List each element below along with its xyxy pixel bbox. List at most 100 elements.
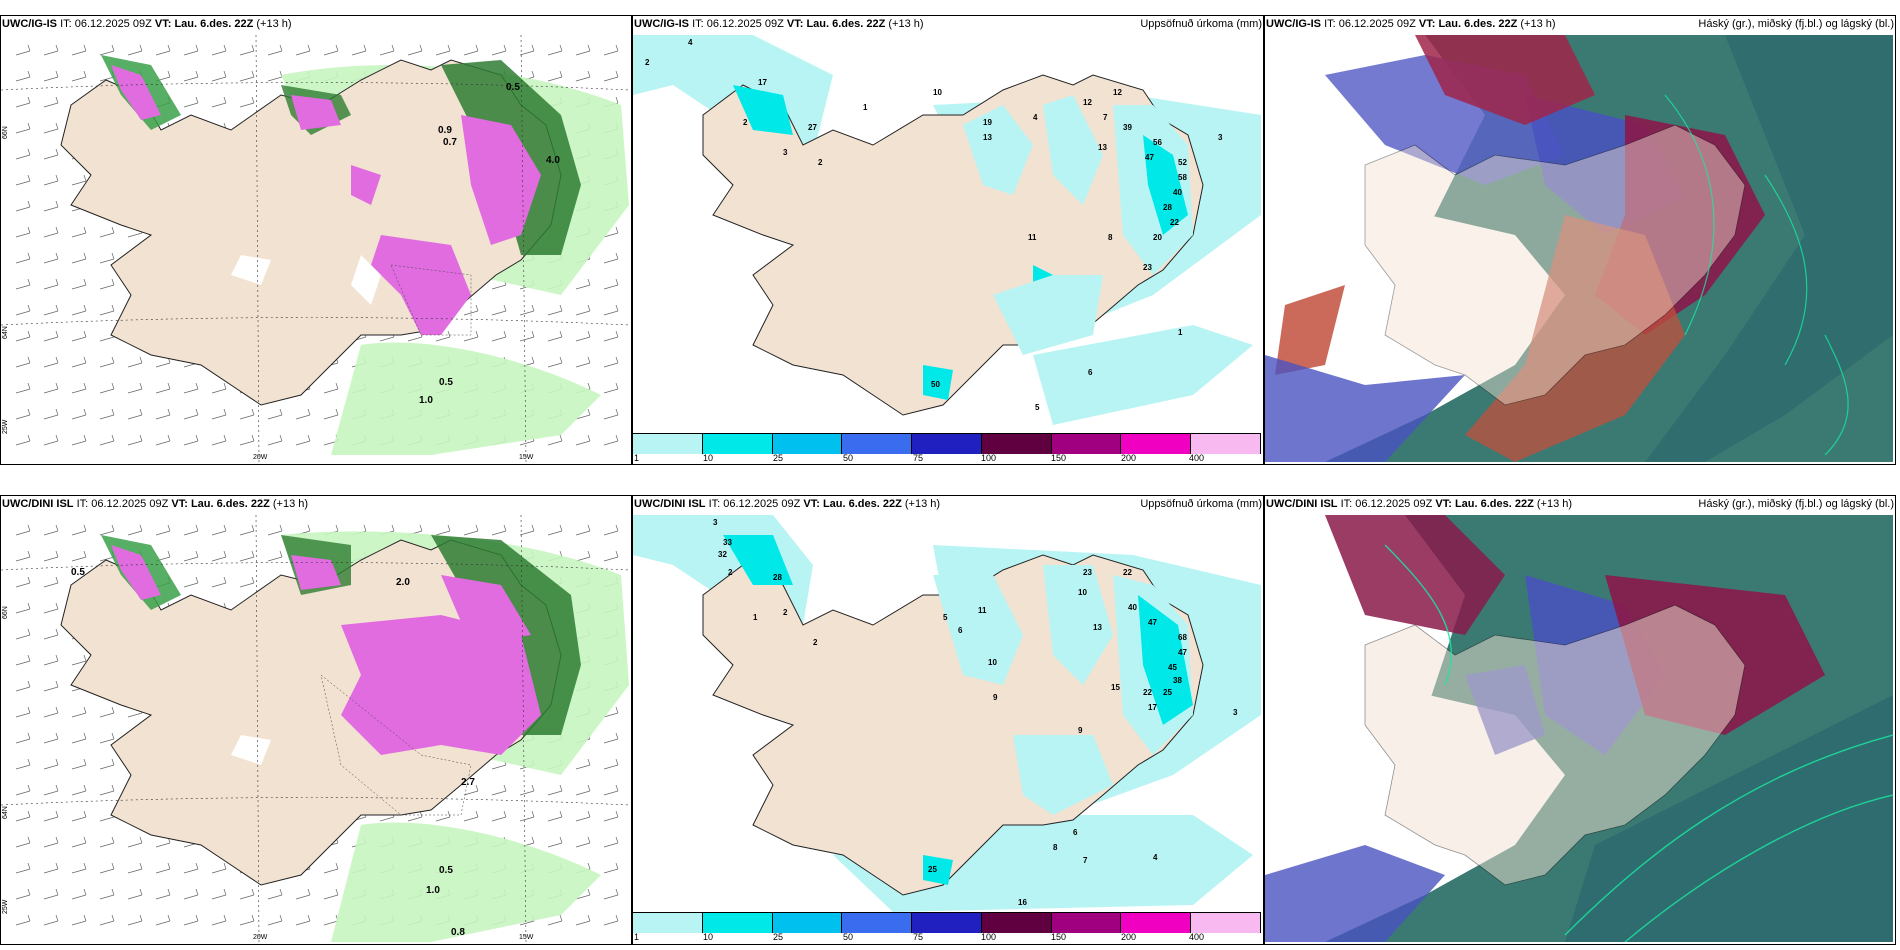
- wind-barb: [547, 356, 563, 368]
- wind-barb: [99, 434, 115, 446]
- accum-label: 4: [688, 38, 693, 47]
- swatch: [1121, 913, 1192, 933]
- wind-barb: [127, 862, 143, 874]
- wind-barb: [603, 862, 619, 874]
- wind-barb: [295, 44, 311, 56]
- wind-barb: [575, 70, 591, 82]
- wind-barb: [71, 408, 87, 420]
- wind-barb: [211, 44, 227, 56]
- wind-barb: [603, 836, 619, 848]
- accum-label: 20: [1153, 233, 1162, 242]
- accum-label: 27: [808, 123, 817, 132]
- swatch: [772, 434, 843, 454]
- accum-label: 11: [978, 606, 987, 615]
- wind-barb: [127, 408, 143, 420]
- accum-label: 1: [863, 103, 868, 112]
- wind-barb: [155, 914, 171, 926]
- colorbar-tick: 1: [634, 932, 640, 942]
- accum-label: 5: [943, 613, 948, 622]
- precip-label: 0.5: [506, 82, 520, 93]
- accum-label: 1: [1178, 328, 1183, 337]
- precip-labels-bottom: 0.5 1.0 0.8 2.0 2.7 0.5: [71, 567, 475, 938]
- wind-barb: [43, 550, 59, 562]
- wind-barb: [323, 862, 339, 874]
- wind-barb: [575, 550, 591, 562]
- header-bottom-right: UWC/DINI ISL IT: 06.12.2025 09Z VT: Lau.…: [1266, 498, 1573, 510]
- colorbar-tick: 10: [703, 932, 714, 942]
- swatch: [842, 913, 913, 933]
- accum-label: 45: [1168, 663, 1177, 672]
- wind-barb: [463, 810, 479, 822]
- wind-barb: [71, 252, 87, 264]
- wind-barb: [183, 434, 199, 446]
- cloud-map-top: [1265, 35, 1893, 462]
- header-top-left: UWC/IG-IS IT: 06.12.2025 09Z VT: Lau. 6.…: [2, 18, 292, 30]
- lon-label: 20W: [253, 934, 268, 941]
- accum-label: 47: [1178, 648, 1187, 657]
- wind-barb: [99, 706, 115, 718]
- colorbar-swatches: [633, 912, 1262, 933]
- wind-barb: [15, 654, 31, 666]
- wind-barb: [155, 434, 171, 446]
- accum-label: 22: [1170, 218, 1179, 227]
- colorbar-tick: 150: [1051, 932, 1067, 942]
- iceland-landmass: [1364, 604, 1746, 886]
- wind-barb: [603, 382, 619, 394]
- colorbar-tick: 200: [1121, 453, 1137, 463]
- wind-barb: [603, 70, 619, 82]
- wind-barb: [15, 888, 31, 900]
- swatch: [1191, 434, 1262, 454]
- wind-barb: [603, 330, 619, 342]
- precip-label: 1.0: [426, 885, 440, 896]
- wind-barb: [547, 836, 563, 848]
- wind-barb: [99, 862, 115, 874]
- wind-barb: [15, 356, 31, 368]
- wind-barb: [99, 914, 115, 926]
- accum-labels-bottom: 3 33 32 28 2 2 1 2 5 6 11 10 9 23 22 10 …: [713, 518, 1238, 907]
- wind-barb: [99, 44, 115, 56]
- wind-barb: [15, 278, 31, 290]
- precip-label: 4.0: [546, 155, 560, 166]
- wind-barb: [99, 408, 115, 420]
- wind-barb: [43, 784, 59, 796]
- wind-barb: [183, 96, 199, 108]
- accum-label: 32: [718, 550, 727, 559]
- wind-barb: [603, 408, 619, 420]
- accum-label: 3: [783, 148, 788, 157]
- wind-barb: [43, 70, 59, 82]
- accum-label: 10: [933, 88, 942, 97]
- swatch: [772, 913, 843, 933]
- wind-barb: [155, 408, 171, 420]
- accum-label: 47: [1148, 618, 1157, 627]
- swatch: [981, 434, 1052, 454]
- lat-label: 64N: [2, 806, 9, 819]
- accum-label: 25: [1163, 688, 1172, 697]
- wind-barb: [43, 434, 59, 446]
- wind-barb: [99, 784, 115, 796]
- header-right-top-mid: Uppsöfnuð úrkoma (mm): [1140, 18, 1262, 30]
- wind-barb: [575, 758, 591, 770]
- colorbar-tick: 100: [981, 932, 997, 942]
- wind-barb: [71, 706, 87, 718]
- precip-label: 0.7: [443, 137, 457, 148]
- wind-barb: [43, 174, 59, 186]
- wind-barb: [239, 550, 255, 562]
- wind-barb: [519, 330, 535, 342]
- accum-label: 33: [723, 538, 732, 547]
- colorbar-tick: 75: [913, 453, 924, 463]
- wind-barb: [99, 836, 115, 848]
- wind-barb: [183, 862, 199, 874]
- wind-barb: [127, 434, 143, 446]
- lat-label: 66N: [2, 126, 9, 139]
- wind-barb: [71, 382, 87, 394]
- wind-barb: [547, 44, 563, 56]
- lon-label: 25W: [2, 899, 9, 914]
- accum-map-top: 2 4 17 27 2 1 3 2 10 12 19 13 4 7 12 39 …: [633, 35, 1261, 432]
- wind-barb: [575, 304, 591, 316]
- wind-barb: [15, 174, 31, 186]
- accum-label: 16: [1018, 898, 1027, 907]
- wind-barb: [99, 888, 115, 900]
- header-right-top-right: Háský (gr.), miðský (fj.bl.) og lágský (…: [1698, 18, 1894, 30]
- wind-barb: [183, 888, 199, 900]
- wind-barb: [183, 70, 199, 82]
